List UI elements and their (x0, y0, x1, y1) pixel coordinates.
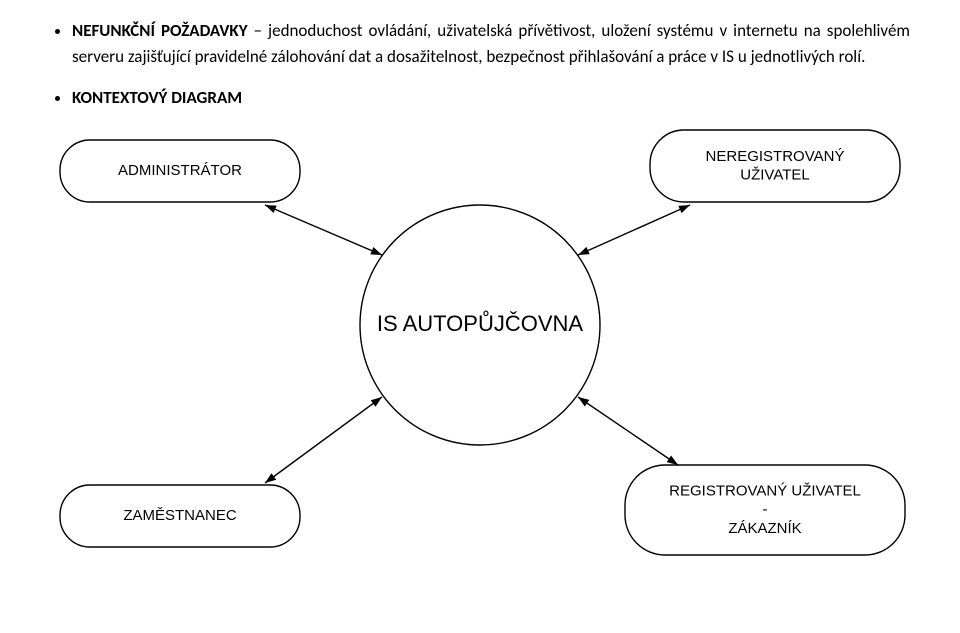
actor-label-reg: REGISTROVANÝ UŽIVATEL (669, 482, 861, 499)
actor-label-unreg: UŽIVATEL (740, 167, 809, 184)
center-node-label: IS AUTOPŮJČOVNA (377, 311, 584, 336)
context-heading-text: KONTEXTOVÝ DIAGRAM (72, 87, 242, 108)
actor-label-reg: - (763, 501, 768, 518)
actor-label-employee: ZAMĚSTNANEC (123, 507, 237, 524)
bullet-nonfunctional: NEFUNKČNÍ POŽADAVKY – jednoduchost ovlád… (72, 18, 910, 71)
bullet-context-heading: KONTEXTOVÝ DIAGRAM (72, 85, 910, 111)
actor-label-unreg: NEREGISTROVANÝ (706, 148, 845, 165)
bullet-nonfunctional-lead: NEFUNKČNÍ POŽADAVKY (72, 20, 248, 41)
actor-label-reg: ZÁKAZNÍK (728, 520, 801, 537)
context-diagram: IS AUTOPŮJČOVNA ADMINISTRÁTOR NEREGISTROVA… (50, 125, 910, 565)
actor-label-admin: ADMINISTRÁTOR (118, 162, 242, 179)
